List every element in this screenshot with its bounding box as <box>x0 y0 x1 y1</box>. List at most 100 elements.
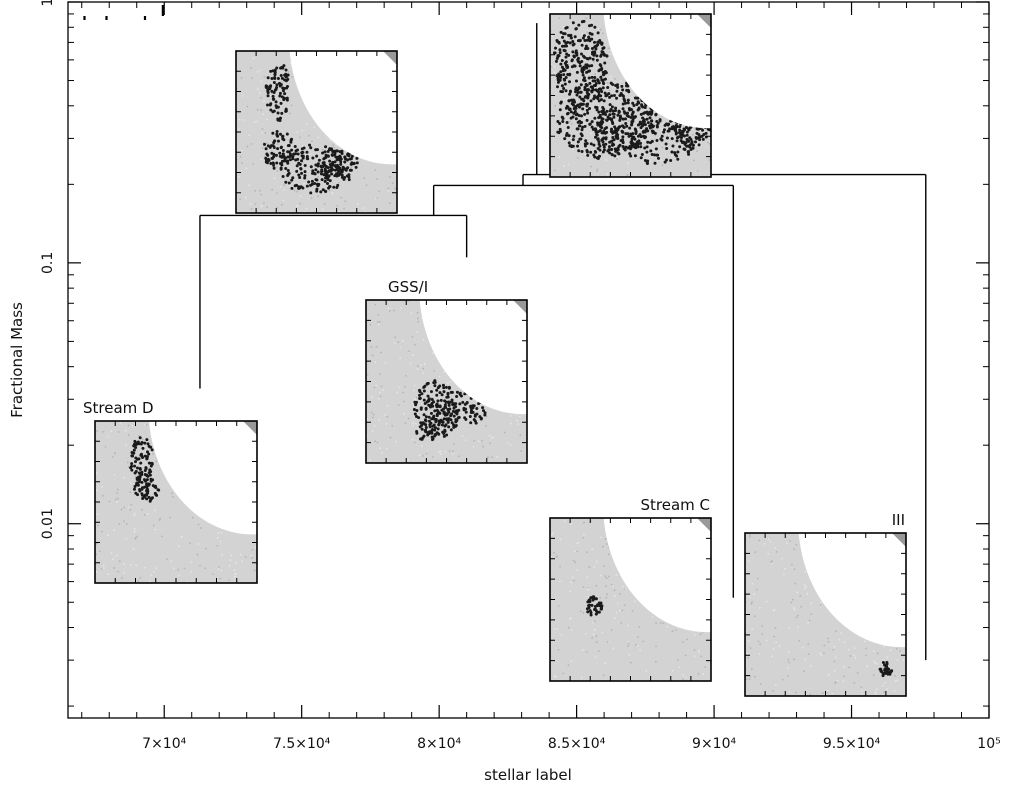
dark-star <box>596 137 600 141</box>
faint-star <box>745 678 748 681</box>
dark-star <box>295 164 299 168</box>
dark-star <box>558 129 562 133</box>
faint-star <box>101 530 103 533</box>
dark-star <box>665 136 669 140</box>
faint-star <box>177 574 180 577</box>
dark-star <box>581 68 585 72</box>
faint-star <box>95 542 98 545</box>
dark-star <box>582 99 586 103</box>
dark-star <box>608 109 612 113</box>
faint-star <box>323 203 326 206</box>
faint-star <box>397 341 400 344</box>
dark-star <box>140 480 144 484</box>
faint-star <box>631 609 634 612</box>
dark-star <box>298 162 302 166</box>
dark-star <box>648 111 652 115</box>
faint-star <box>412 354 414 356</box>
x-tick-label: 9×10⁴ <box>692 736 736 752</box>
dark-star <box>272 109 276 113</box>
faint-star <box>289 62 292 65</box>
faint-star <box>216 544 219 547</box>
dark-star <box>633 127 637 131</box>
faint-star <box>787 675 790 678</box>
faint-star <box>606 640 609 643</box>
dark-star <box>313 182 317 186</box>
faint-star <box>126 461 129 464</box>
dark-star <box>585 148 589 152</box>
dark-star <box>595 106 599 110</box>
dark-star <box>685 130 689 134</box>
faint-star <box>553 675 556 678</box>
faint-star <box>834 656 837 659</box>
faint-star <box>290 104 293 107</box>
faint-star <box>619 592 622 595</box>
dark-star <box>678 125 682 129</box>
dark-star <box>576 91 580 95</box>
dark-star <box>348 168 352 172</box>
dark-star <box>267 158 271 162</box>
dark-star <box>653 161 657 165</box>
dark-star <box>294 152 298 156</box>
faint-star <box>604 662 606 664</box>
dark-star <box>580 43 584 47</box>
faint-star <box>613 595 616 598</box>
faint-star <box>407 417 410 420</box>
dark-star <box>593 607 597 611</box>
faint-star <box>217 532 220 534</box>
faint-star <box>827 690 829 692</box>
faint-star <box>593 566 596 569</box>
map-inset: Stream D <box>83 399 258 584</box>
faint-star <box>385 447 388 450</box>
dark-star <box>315 154 319 158</box>
dark-star <box>283 92 287 96</box>
faint-star <box>177 568 180 571</box>
faint-star <box>220 532 223 534</box>
faint-star <box>607 553 610 556</box>
map-inset: Stream C <box>549 496 712 682</box>
dark-star <box>284 180 288 184</box>
dark-star <box>620 129 624 133</box>
faint-star <box>789 539 791 542</box>
faint-star <box>576 542 579 544</box>
dark-star <box>286 168 290 172</box>
dark-star <box>577 60 581 64</box>
faint-star <box>374 169 377 171</box>
faint-star <box>608 120 611 123</box>
dark-star <box>599 41 603 45</box>
dark-star <box>442 434 446 438</box>
faint-star <box>123 506 126 509</box>
faint-star <box>336 205 338 207</box>
faint-star <box>519 434 522 437</box>
dark-star <box>305 155 309 159</box>
dark-star <box>605 130 609 134</box>
dark-star <box>639 126 643 130</box>
faint-star <box>485 415 488 418</box>
dark-star <box>422 398 426 402</box>
faint-star <box>331 192 334 195</box>
faint-star <box>822 652 825 655</box>
faint-star <box>801 646 804 649</box>
faint-star <box>377 314 380 316</box>
faint-star <box>787 651 790 654</box>
faint-star <box>379 391 381 394</box>
dark-star <box>327 174 331 178</box>
faint-star <box>376 321 379 323</box>
dark-star <box>340 173 344 177</box>
corner-patch <box>697 518 711 532</box>
faint-star <box>148 580 151 583</box>
dark-star <box>452 425 456 429</box>
faint-star <box>309 153 312 156</box>
faint-star <box>130 503 133 506</box>
faint-star <box>376 441 379 444</box>
faint-star <box>127 424 130 427</box>
dark-star <box>614 106 618 110</box>
faint-star <box>749 534 751 536</box>
faint-star <box>235 561 237 564</box>
dark-star <box>326 170 330 174</box>
dark-star <box>580 149 584 153</box>
dark-star <box>321 151 325 155</box>
dark-star <box>581 107 585 111</box>
faint-star <box>120 508 123 511</box>
faint-star <box>849 655 852 657</box>
faint-star <box>409 362 412 365</box>
